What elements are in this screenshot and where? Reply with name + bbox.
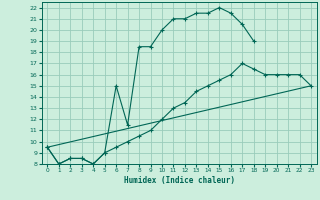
X-axis label: Humidex (Indice chaleur): Humidex (Indice chaleur): [124, 176, 235, 185]
